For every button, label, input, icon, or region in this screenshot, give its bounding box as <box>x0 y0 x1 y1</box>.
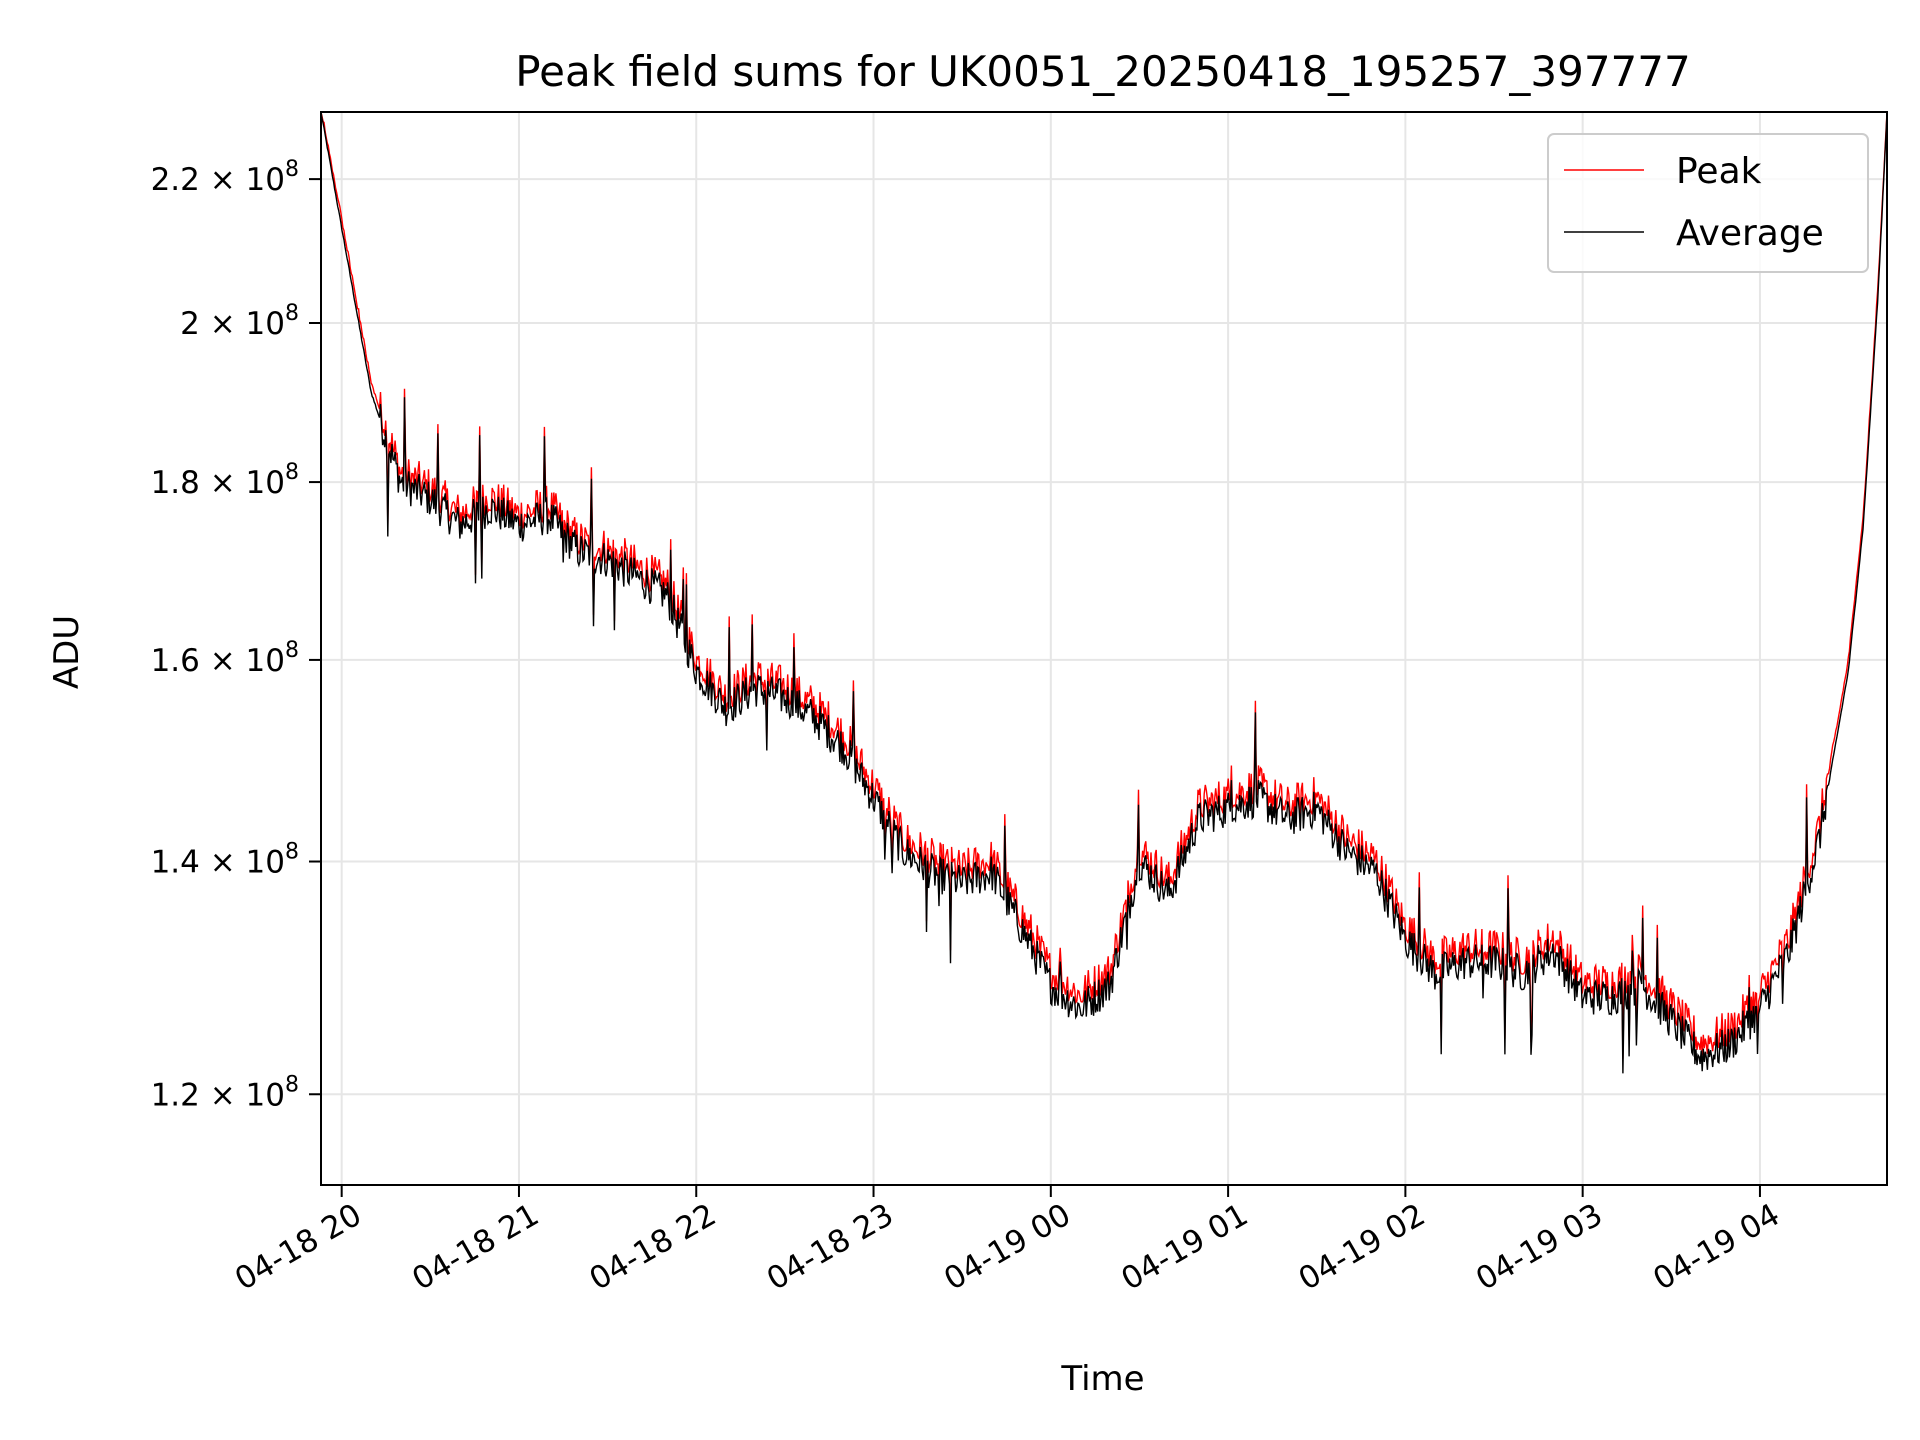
y-tick-label: 2 × 108 <box>180 301 299 342</box>
grid-lines <box>321 112 1887 1185</box>
plot-frame <box>320 111 1888 1186</box>
legend-box <box>1547 133 1869 273</box>
y-tick-label: 1.2 × 108 <box>151 1072 299 1113</box>
legend-label-average: Average <box>1676 213 1824 254</box>
legend: Peak Average <box>1547 133 1869 273</box>
y-tick-label: 1.4 × 108 <box>151 840 299 881</box>
y-tick-label: 2.2 × 108 <box>151 157 299 198</box>
series-layer <box>320 111 1888 1074</box>
chart-title: Peak field sums for UK0051_20250418_1952… <box>515 47 1690 96</box>
series-line-average <box>320 111 1888 1074</box>
legend-label-peak: Peak <box>1676 151 1762 192</box>
x-axis-label: Time <box>1060 1359 1144 1399</box>
y-tick-label: 1.8 × 108 <box>151 460 299 501</box>
y-axis: 1.2 × 108 1.4 × 108 1.6 × 108 1.8 × 108 2 × … <box>151 157 321 1113</box>
y-axis-label: ADU <box>47 615 87 689</box>
y-tick-label: 1.6 × 108 <box>151 638 299 679</box>
